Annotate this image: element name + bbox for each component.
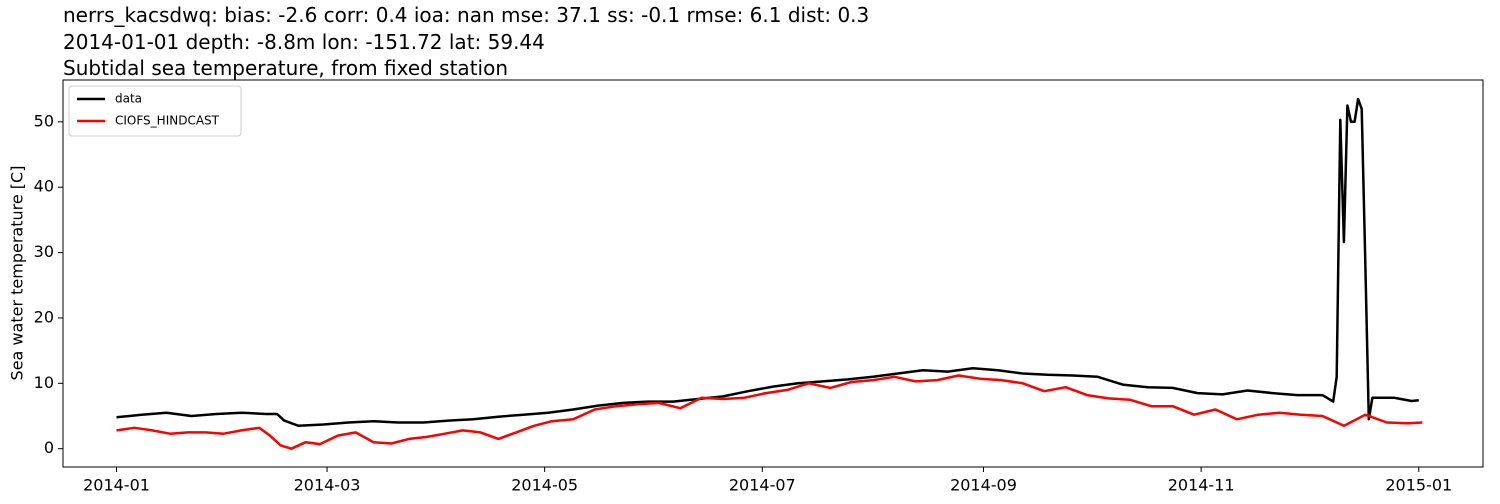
y-tick-label: 30 xyxy=(34,242,54,261)
plot-frame xyxy=(62,79,1484,468)
x-tick-label: 2014-07 xyxy=(729,476,796,495)
legend-label: data xyxy=(115,92,142,106)
title-line: Subtidal sea temperature, from fixed sta… xyxy=(63,56,508,80)
y-tick-label: 10 xyxy=(34,373,54,392)
title-line: nerrs_kacsdwq: bias: -2.6 corr: 0.4 ioa:… xyxy=(63,3,869,27)
y-axis-label: Sea water temperature [C] xyxy=(8,166,27,381)
series-line xyxy=(116,374,1423,450)
legend-label: CIOFS_HINDCAST xyxy=(115,114,220,128)
x-tick-label: 2014-01 xyxy=(83,476,150,495)
x-tick-label: 2014-05 xyxy=(511,476,578,495)
y-tick-label: 20 xyxy=(34,307,54,326)
x-tick-label: 2014-11 xyxy=(1168,476,1235,495)
legend-box xyxy=(68,85,242,137)
y-tick-label: 0 xyxy=(44,438,54,457)
title-line: 2014-01-01 depth: -8.8m lon: -151.72 lat… xyxy=(63,30,545,54)
x-tick-label: 2014-09 xyxy=(950,476,1017,495)
x-tick-label: 2014-03 xyxy=(294,476,361,495)
x-tick-label: 2015-01 xyxy=(1385,476,1452,495)
y-tick-label: 50 xyxy=(34,111,54,130)
y-tick-label: 40 xyxy=(34,177,54,196)
series-line xyxy=(116,97,1419,428)
